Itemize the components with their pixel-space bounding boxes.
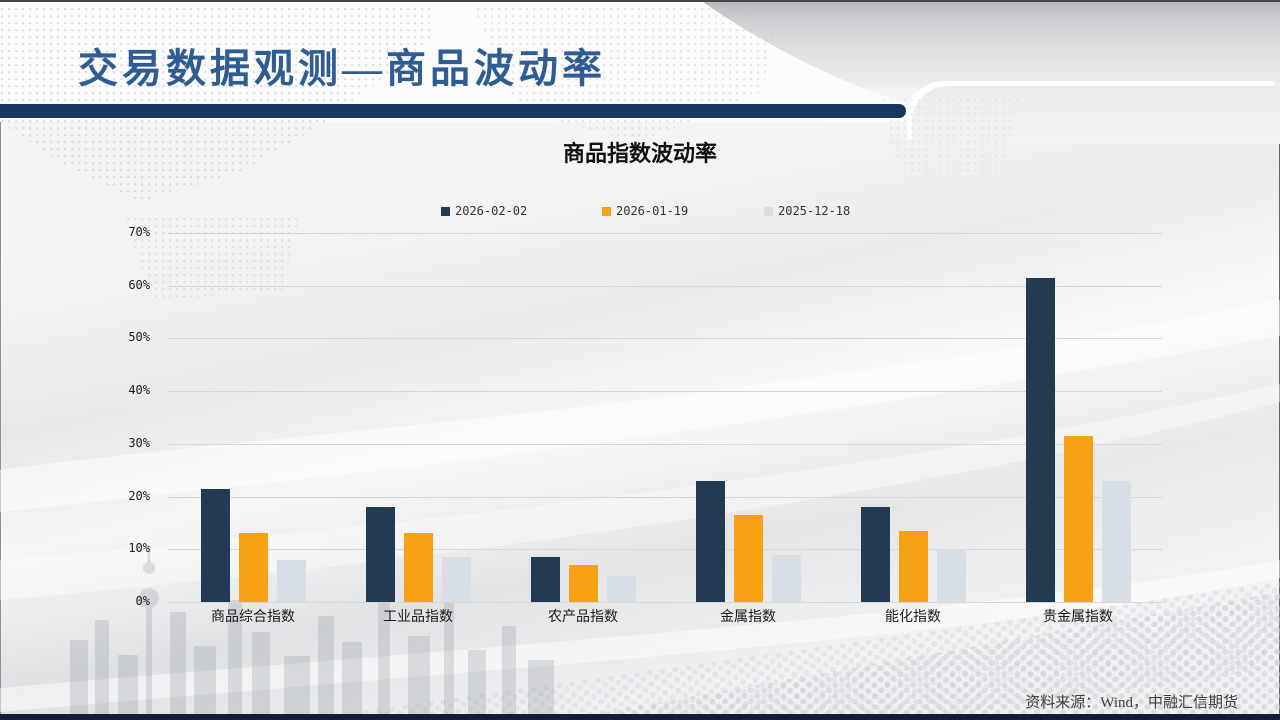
chart-title: 商品指数波动率: [562, 141, 717, 166]
bar-2026-01-19-商品综合指数: [238, 533, 268, 602]
gridline: [168, 549, 1162, 550]
legend-label: 2025-12-18: [778, 204, 851, 218]
bar-group: [695, 233, 801, 602]
y-axis-tick-label: 0%: [135, 594, 150, 608]
bar-2026-02-02-农产品指数: [530, 557, 560, 602]
bar-group: [1025, 233, 1131, 602]
x-axis-category-label: 能化指数: [885, 608, 941, 624]
legend-label: 2026-01-19: [616, 204, 689, 218]
bar-group: [200, 233, 306, 602]
y-axis-tick-label: 20%: [128, 489, 150, 503]
plot-area: 0% 10% 20% 30% 40% 50% 60% 70%: [128, 225, 1162, 608]
y-axis-tick-label: 50%: [128, 330, 150, 344]
x-axis-category-label: 农产品指数: [548, 608, 618, 624]
gridline: [168, 233, 1162, 234]
gridline: [168, 602, 1162, 603]
y-axis-tick-label: 60%: [128, 278, 150, 292]
gridline: [168, 444, 1162, 445]
bar-2026-01-19-能化指数: [898, 530, 928, 602]
bar-2025-12-18-金属指数: [771, 554, 801, 602]
bar-group: [530, 233, 636, 602]
bar-group: [860, 233, 966, 602]
x-axis-category-label: 商品综合指数: [211, 608, 295, 624]
bar-2025-12-18-农产品指数: [606, 575, 636, 602]
bar-2026-02-02-贵金属指数: [1025, 277, 1055, 602]
x-axis-category-label: 工业品指数: [383, 608, 453, 624]
x-axis-category-label: 金属指数: [720, 608, 776, 624]
gridline: [168, 286, 1162, 287]
bar-2026-01-19-农产品指数: [568, 565, 598, 602]
legend-item: 2026-02-02: [441, 204, 527, 218]
legend-item: 2025-12-18: [764, 204, 850, 218]
gridline: [168, 338, 1162, 339]
title-underline-bar: [0, 104, 906, 118]
bar-group: [365, 233, 471, 602]
bar-2026-02-02-金属指数: [695, 480, 725, 602]
top-edge-line: [0, 0, 1280, 2]
legend-label: 2026-02-02: [455, 204, 528, 218]
page-title: 交易数据观测—商品波动率: [78, 46, 606, 91]
bar-2026-02-02-工业品指数: [365, 507, 395, 602]
y-axis-tick-label: 10%: [128, 541, 150, 555]
legend-swatch-icon: [764, 206, 773, 216]
bar-2026-01-19-贵金属指数: [1063, 435, 1093, 602]
source-note: 资料来源：Wind，中融汇信期货: [1025, 695, 1238, 711]
bar-2025-12-18-贵金属指数: [1101, 480, 1131, 602]
bar-2026-01-19-工业品指数: [403, 533, 433, 602]
bar-2025-12-18-商品综合指数: [276, 559, 306, 602]
bar-2026-02-02-商品综合指数: [200, 488, 230, 602]
y-axis-tick-label: 40%: [128, 383, 150, 397]
bar-2026-02-02-能化指数: [860, 507, 890, 602]
bar-2025-12-18-工业品指数: [441, 557, 471, 602]
gridline: [168, 497, 1162, 498]
legend-swatch-icon: [602, 206, 611, 216]
bar-2025-12-18-能化指数: [936, 549, 966, 602]
legend-item: 2026-01-19: [602, 204, 688, 218]
bar-2026-01-19-金属指数: [733, 515, 763, 602]
chart-legend: 2026-02-02 2026-01-19 2025-12-18: [0, 204, 1280, 220]
legend-swatch-icon: [441, 206, 450, 216]
y-axis-tick-label: 30%: [128, 436, 150, 450]
gridline: [168, 391, 1162, 392]
bottom-edge-bar: [0, 714, 1280, 720]
x-axis-category-label: 贵金属指数: [1043, 608, 1113, 624]
y-axis-tick-label: 70%: [128, 225, 150, 239]
